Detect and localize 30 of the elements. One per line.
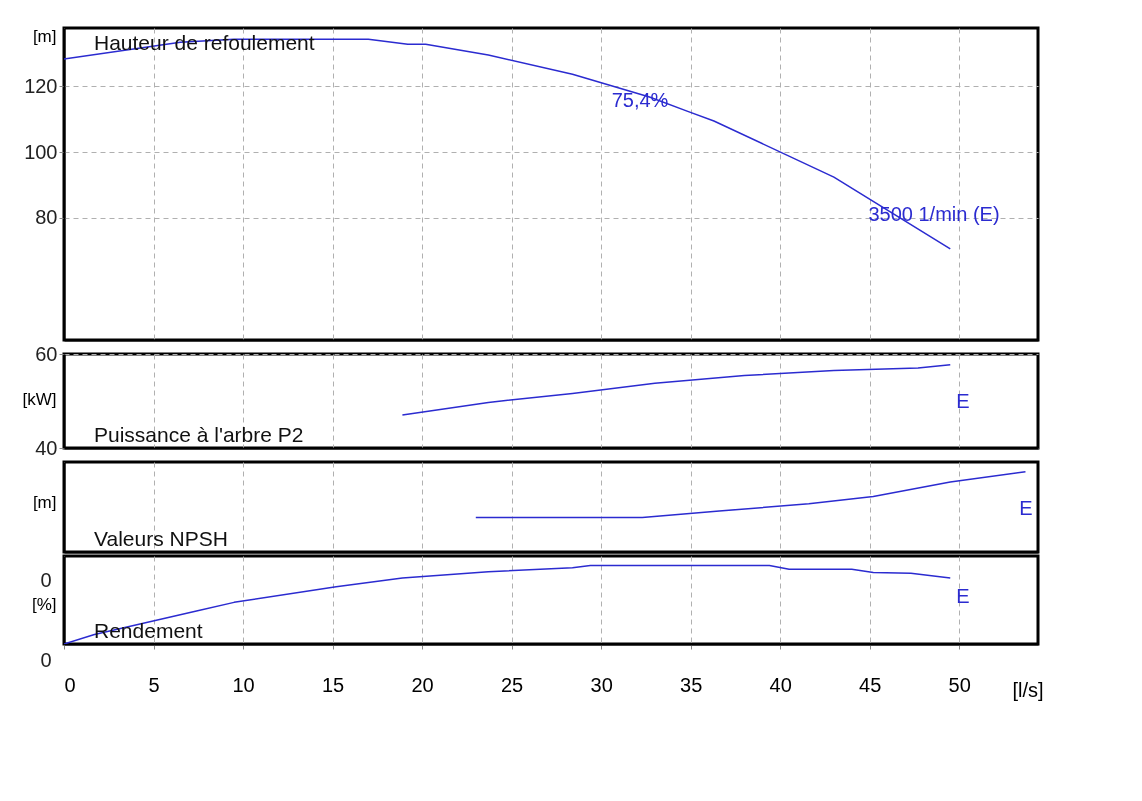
annotation: E <box>956 390 970 412</box>
text: 0 <box>40 569 52 591</box>
x-axis-title: [l/s] <box>1012 678 1044 701</box>
x-tick-label: 5 <box>148 673 160 696</box>
y-axis-title: [m] <box>32 492 57 512</box>
text: Puissance à l'arbre P2 <box>94 423 304 446</box>
text: Valeurs NPSH <box>94 527 228 550</box>
y-tick-label: 60 <box>35 342 58 365</box>
x-tick-label: 30 <box>590 673 613 696</box>
x-tick-label: 10 <box>232 673 255 696</box>
x-tick-label: 50 <box>948 673 971 696</box>
annotation: E <box>956 585 970 607</box>
text: 0 <box>40 649 52 671</box>
x-tick-label: 20 <box>411 673 434 696</box>
x-tick-label: 45 <box>859 673 882 696</box>
y-axis-title: [m] <box>32 26 57 46</box>
annotation: E <box>1019 497 1033 519</box>
x-tick-label: 25 <box>500 673 524 696</box>
y-axis-title: [kW] <box>22 389 57 409</box>
y-tick-label: 120 <box>24 74 58 97</box>
text: Rendement <box>94 619 203 642</box>
y-tick-label: 80 <box>35 206 58 229</box>
x-tick-label: 15 <box>321 673 345 696</box>
x-tick-label: 35 <box>680 673 703 696</box>
x-tick-label: 40 <box>769 673 792 696</box>
y-tick-label: 100 <box>24 140 58 163</box>
x-tick-label: 0 <box>64 673 76 696</box>
line-series <box>401 364 952 416</box>
y-axis-title: [%] <box>31 594 57 614</box>
y-tick-label: 40 <box>35 436 58 459</box>
